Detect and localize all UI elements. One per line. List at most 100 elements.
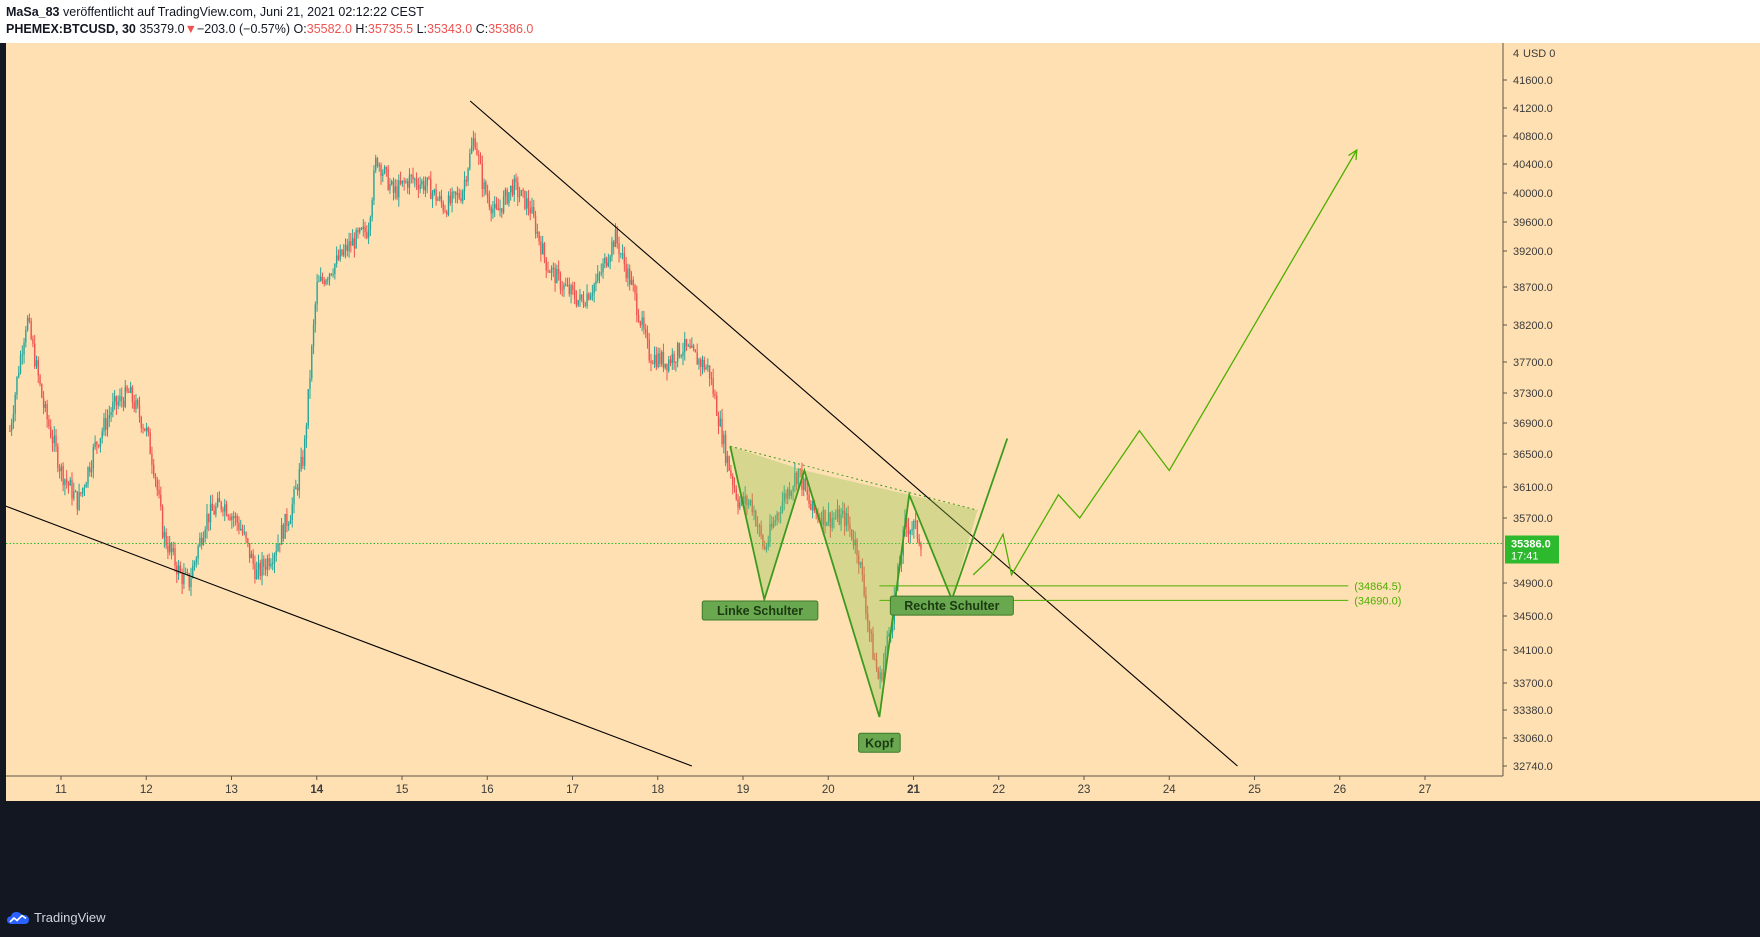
candle-body xyxy=(268,558,270,567)
current-price-badge-box xyxy=(1505,535,1559,564)
candle-body xyxy=(215,506,217,515)
price-tick-label: 40000.0 xyxy=(1513,188,1553,200)
candle-body xyxy=(319,276,322,281)
candle-body xyxy=(581,294,583,300)
candle-body xyxy=(307,389,309,426)
level-label-0: (34864.5) xyxy=(1354,581,1401,593)
candle-body xyxy=(341,249,343,256)
symbol-label[interactable]: PHEMEX:BTCUSD, 30 xyxy=(6,22,136,36)
candle-body xyxy=(367,230,370,238)
candle-body xyxy=(266,558,269,570)
candle-body xyxy=(708,365,711,379)
candle-body xyxy=(472,138,475,146)
candle-body xyxy=(64,479,66,486)
candle-body xyxy=(554,267,556,284)
candle-body xyxy=(110,411,112,416)
candle-body xyxy=(717,415,720,427)
candle-body xyxy=(891,623,894,633)
candle-body xyxy=(730,470,732,476)
candle-body xyxy=(827,512,830,523)
candle-body xyxy=(914,520,917,522)
candle-body xyxy=(756,525,759,527)
candle-body xyxy=(318,280,320,282)
candle-body xyxy=(186,572,189,574)
candle-body xyxy=(509,185,512,193)
candle-body xyxy=(19,355,22,373)
candle-body xyxy=(836,509,839,518)
time-tick-label: 24 xyxy=(1163,784,1176,796)
candle-body xyxy=(573,289,576,300)
candle-body xyxy=(337,255,340,260)
price-tick-label: 34500.0 xyxy=(1513,611,1553,623)
price-chart[interactable]: (34864.5) (34690.0) Linke Schulter Kopf Rech… xyxy=(0,43,1760,899)
candle-body xyxy=(737,498,739,508)
tradingview-cloud-icon[interactable] xyxy=(6,910,30,926)
candle-body xyxy=(858,555,860,566)
candle-body xyxy=(113,396,116,402)
candle-body xyxy=(380,164,382,176)
candle-body xyxy=(543,243,546,258)
candle-body xyxy=(222,509,224,512)
candle-body xyxy=(744,496,746,504)
candle-body xyxy=(852,539,855,546)
candle-body xyxy=(202,537,205,545)
candle-body xyxy=(188,573,190,588)
price-axis-background xyxy=(1503,43,1760,801)
publisher-name[interactable]: MaSa_83 xyxy=(6,5,60,19)
candle-body xyxy=(351,238,354,246)
candle-body xyxy=(598,273,601,275)
pattern-fill-head xyxy=(804,470,910,717)
price-tick-label: 36900.0 xyxy=(1513,418,1553,430)
candle-body xyxy=(348,241,350,252)
candle-body xyxy=(490,207,492,214)
candle-body xyxy=(243,532,245,534)
candle-body xyxy=(859,562,862,566)
candle-body xyxy=(675,361,677,363)
candle-body xyxy=(639,321,642,326)
candle-body xyxy=(563,284,565,290)
candle-body xyxy=(406,181,409,188)
pattern-label-2: Rechte Schulter xyxy=(889,595,1014,616)
price-axis-top-fragment: 4 xyxy=(1513,48,1519,60)
candle-body xyxy=(357,230,359,233)
candle-body xyxy=(390,181,393,184)
candle-body xyxy=(630,279,633,285)
candle-body xyxy=(430,178,432,199)
candle-body xyxy=(30,321,32,339)
candle-body xyxy=(494,204,496,209)
candle-body xyxy=(321,276,324,281)
candle-body xyxy=(843,510,846,527)
pattern-label-box xyxy=(858,732,901,753)
candle-body xyxy=(492,208,494,214)
candle-body xyxy=(856,539,858,556)
candle-body xyxy=(840,513,842,525)
published-text: veröffentlicht auf TradingView.com, Juni… xyxy=(63,5,424,19)
candle-body xyxy=(193,562,196,566)
candle-body xyxy=(618,243,620,254)
candle-body xyxy=(378,164,380,167)
candle-body xyxy=(53,435,55,444)
candle-body xyxy=(142,427,144,429)
candle-body xyxy=(588,293,590,300)
candle-body xyxy=(303,438,306,466)
candle-body xyxy=(701,359,704,367)
candle-body xyxy=(154,475,157,480)
candle-body xyxy=(842,510,844,514)
candle-body xyxy=(90,468,93,473)
candle-body xyxy=(506,189,508,204)
candle-body xyxy=(644,329,647,333)
candle-body xyxy=(467,168,469,182)
candle-body xyxy=(687,345,689,347)
candle-body xyxy=(81,488,84,494)
candle-body xyxy=(474,138,476,149)
candle-body xyxy=(9,430,11,432)
pattern-label-0: Linke Schulter xyxy=(701,600,819,621)
time-tick-label: 23 xyxy=(1078,784,1091,796)
candle-body xyxy=(870,631,872,634)
candle-body xyxy=(344,245,347,251)
candle-body xyxy=(685,339,688,347)
price-axis: 41600.0 41200.0 40800.0 40400.0 40000.0 39600… xyxy=(1503,48,1555,773)
candle-body xyxy=(755,511,757,526)
candle-body xyxy=(595,280,597,285)
candle-body xyxy=(69,479,71,486)
